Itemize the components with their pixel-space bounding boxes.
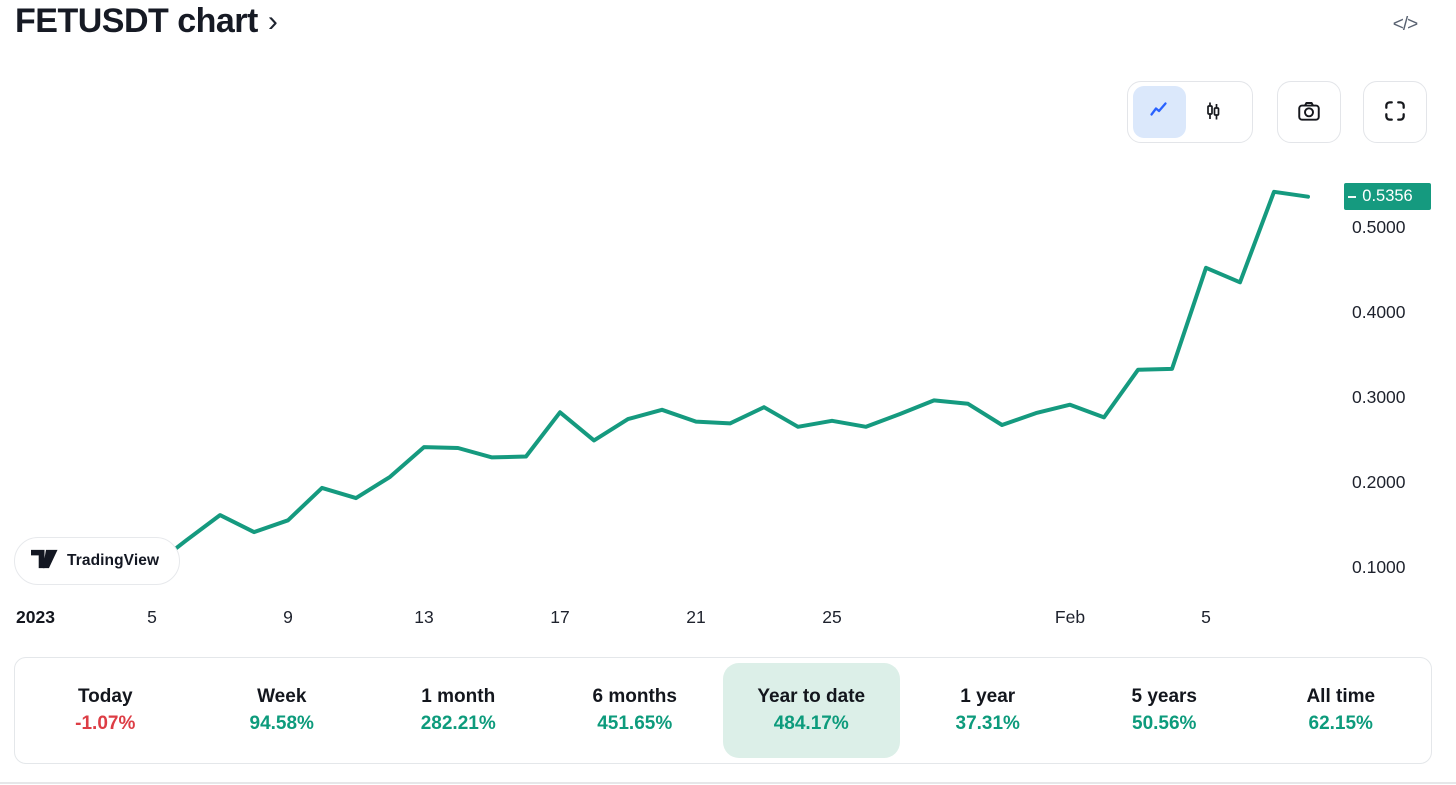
period-change-value: 451.65%: [597, 713, 673, 734]
period-button-today[interactable]: Today -1.07%: [17, 663, 194, 758]
fullscreen-icon: [1382, 98, 1408, 127]
embed-code-button[interactable]: </>: [1388, 10, 1422, 40]
time-axis-label: 2023: [16, 607, 55, 627]
tradingview-logo-icon: [31, 549, 58, 574]
tradingview-logo-link[interactable]: TradingView: [14, 537, 181, 585]
code-icon: </>: [1392, 14, 1419, 35]
chevron-right-icon: ›: [267, 5, 278, 38]
camera-icon: [1296, 98, 1322, 127]
snapshot-button[interactable]: [1277, 81, 1341, 143]
time-axis-label: 13: [414, 607, 434, 627]
period-button-1-month[interactable]: 1 month 282.21%: [370, 663, 547, 758]
chart-title-link[interactable]: FETUSDT chart ›: [15, 2, 278, 41]
fullscreen-button[interactable]: [1363, 81, 1427, 143]
chart-type-toggle: [1127, 81, 1253, 143]
period-button-year-to-date[interactable]: Year to date 484.17%: [723, 663, 900, 758]
current-price-label: 0.5356: [1344, 183, 1431, 211]
period-change-value: 282.21%: [420, 713, 496, 734]
price-axis-label: 0.5000: [1352, 217, 1406, 237]
period-button-week[interactable]: Week 94.58%: [194, 663, 371, 758]
period-change-value: 62.15%: [1308, 713, 1373, 734]
candlestick-chart-icon: [1201, 99, 1225, 126]
period-button-all-time[interactable]: All time 62.15%: [1253, 663, 1430, 758]
tradingview-logo-text: TradingView: [67, 552, 160, 569]
period-label: Today: [77, 686, 133, 707]
line-chart-icon: [1148, 99, 1172, 126]
time-axis-label: 21: [686, 607, 706, 627]
period-change-value: 37.31%: [955, 713, 1020, 734]
price-axis-label: 0.2000: [1352, 472, 1406, 492]
time-axis-label: 5: [147, 607, 157, 627]
time-axis-label: 17: [550, 607, 570, 627]
period-change-value: -1.07%: [75, 713, 136, 734]
period-button-6-months[interactable]: 6 months 451.65%: [547, 663, 724, 758]
period-button-5-years[interactable]: 5 years 50.56%: [1076, 663, 1253, 758]
price-line-series: [150, 189, 1310, 569]
period-change-value: 50.56%: [1132, 713, 1197, 734]
period-label: Week: [257, 686, 307, 707]
time-axis-label: Feb: [1054, 607, 1086, 627]
time-axis-label: 5: [1201, 607, 1211, 627]
price-tick-dash: [1348, 195, 1356, 198]
period-label: 5 years: [1131, 686, 1197, 707]
period-label: Year to date: [757, 686, 866, 707]
period-label: All time: [1306, 686, 1376, 707]
line-chart-button[interactable]: [1133, 86, 1186, 138]
period-change-value: 484.17%: [773, 713, 849, 734]
period-button-1-year[interactable]: 1 year 37.31%: [900, 663, 1077, 758]
period-label: 1 month: [421, 686, 496, 707]
price-axis-label: 0.1000: [1352, 557, 1406, 577]
period-label: 1 year: [960, 686, 1016, 707]
bottom-divider: [0, 782, 1456, 784]
time-axis-label: 9: [283, 607, 293, 627]
candlestick-chart-button[interactable]: [1186, 86, 1239, 138]
period-label: 6 months: [592, 686, 677, 707]
period-change-value: 94.58%: [249, 713, 314, 734]
page-title: FETUSDT chart: [15, 2, 258, 40]
period-selector-bar: Today -1.07% Week 94.58% 1 month 282.21% 6 mon…: [14, 657, 1432, 764]
price-axis-label: 0.4000: [1352, 302, 1406, 322]
time-axis-label: 25: [822, 607, 842, 627]
price-axis-label: 0.3000: [1352, 387, 1406, 407]
